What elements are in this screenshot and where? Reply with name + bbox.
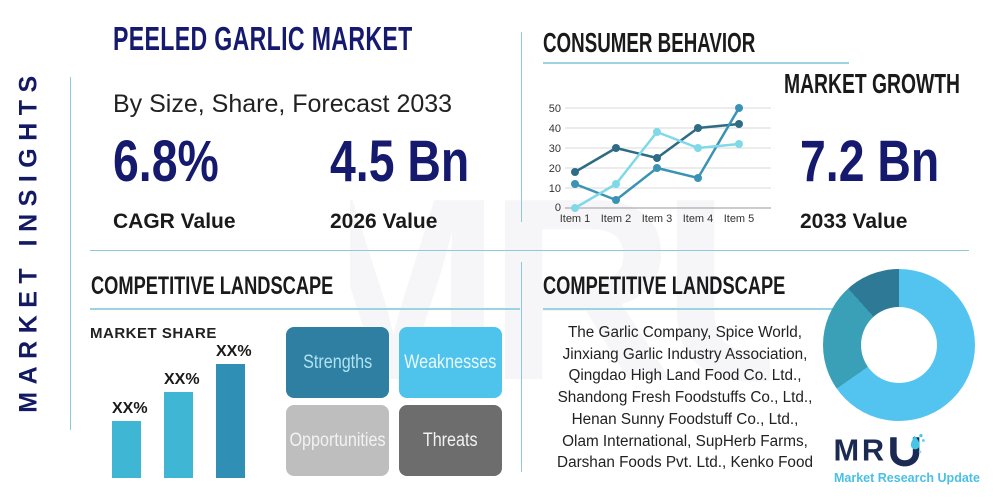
- svg-text:Item 5: Item 5: [724, 213, 755, 225]
- svg-text:R: R: [862, 434, 884, 468]
- svg-text:Item 2: Item 2: [601, 213, 632, 225]
- svg-text:M: M: [834, 434, 860, 468]
- svg-text:40: 40: [549, 123, 561, 135]
- svg-text:20: 20: [549, 163, 561, 175]
- svg-text:Item 4: Item 4: [683, 213, 714, 225]
- svg-text:Item 1: Item 1: [560, 213, 591, 225]
- svg-text:50: 50: [549, 103, 561, 115]
- svg-text:30: 30: [549, 143, 561, 155]
- svg-text:Item 3: Item 3: [642, 213, 673, 225]
- svg-text:10: 10: [549, 183, 561, 195]
